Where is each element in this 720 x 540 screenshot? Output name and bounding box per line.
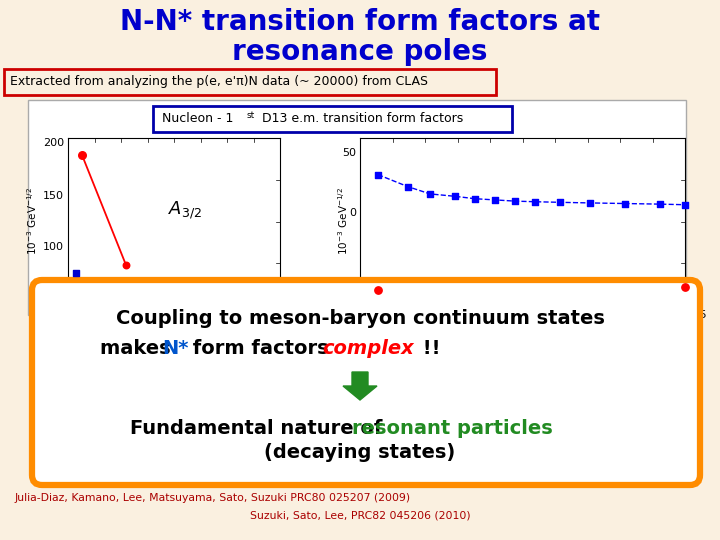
Text: Julia-Diaz, Kamano, Lee, Matsuyama, Sato, Suzuki PRC80 025207 (2009): Julia-Diaz, Kamano, Lee, Matsuyama, Sato… xyxy=(14,493,410,503)
Point xyxy=(490,195,501,204)
Text: 50: 50 xyxy=(342,148,356,158)
Point xyxy=(654,200,666,208)
Text: Suzuki, Sato, Lee, PRC82 045206 (2010): Suzuki, Sato, Lee, PRC82 045206 (2010) xyxy=(250,511,470,521)
Point xyxy=(76,151,88,159)
FancyBboxPatch shape xyxy=(4,69,496,95)
Point xyxy=(469,194,481,203)
Point xyxy=(71,269,82,278)
Text: (decaying states): (decaying states) xyxy=(264,443,456,462)
Point xyxy=(372,170,384,179)
Text: Fundamental nature of: Fundamental nature of xyxy=(130,418,389,437)
Text: Coupling to meson-baryon continuum states: Coupling to meson-baryon continuum state… xyxy=(116,308,604,327)
Text: makes: makes xyxy=(100,339,177,357)
FancyArrow shape xyxy=(343,372,377,400)
Text: N-N* transition form factors at: N-N* transition form factors at xyxy=(120,8,600,36)
Text: 1.5: 1.5 xyxy=(690,310,708,320)
Point xyxy=(120,261,132,269)
Text: st: st xyxy=(247,111,256,119)
Text: 100: 100 xyxy=(43,241,64,252)
Point xyxy=(509,197,521,205)
Text: form factors: form factors xyxy=(186,339,336,357)
Text: D13 e.m. transition form factors: D13 e.m. transition form factors xyxy=(258,112,463,125)
Text: Extracted from analyzing the p(e, e'π)N data (~ 20000) from CLAS: Extracted from analyzing the p(e, e'π)N … xyxy=(10,76,428,89)
Text: 150: 150 xyxy=(43,192,64,201)
Text: !!: !! xyxy=(416,339,441,357)
FancyBboxPatch shape xyxy=(153,106,512,132)
Text: $10^{-3}$ GeV$^{-1/2}$: $10^{-3}$ GeV$^{-1/2}$ xyxy=(25,187,39,255)
Text: $A_{3/2}$: $A_{3/2}$ xyxy=(168,199,202,221)
Point xyxy=(584,199,595,207)
Text: 0: 0 xyxy=(349,208,356,218)
Text: resonant particles: resonant particles xyxy=(352,418,553,437)
FancyBboxPatch shape xyxy=(28,100,686,315)
Point xyxy=(679,200,690,209)
Text: $10^{-3}$ GeV$^{-1/2}$: $10^{-3}$ GeV$^{-1/2}$ xyxy=(336,187,350,255)
Point xyxy=(372,286,384,294)
Point xyxy=(529,198,541,206)
Point xyxy=(449,192,461,201)
Point xyxy=(554,198,566,207)
Text: Nucleon - 1: Nucleon - 1 xyxy=(162,112,233,125)
Text: complex: complex xyxy=(322,339,414,357)
Text: 200: 200 xyxy=(43,138,64,148)
Point xyxy=(679,282,690,291)
Point xyxy=(619,199,631,208)
Point xyxy=(402,183,414,191)
Text: N*: N* xyxy=(162,339,189,357)
Text: resonance poles: resonance poles xyxy=(233,38,487,66)
Point xyxy=(424,190,436,198)
FancyBboxPatch shape xyxy=(32,280,700,485)
